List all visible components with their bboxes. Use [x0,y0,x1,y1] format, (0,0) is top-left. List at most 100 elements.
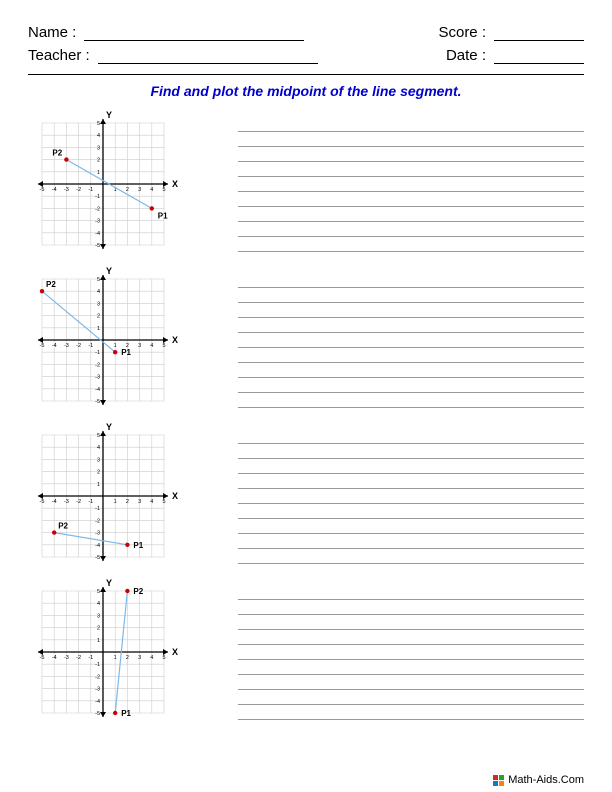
answer-line[interactable] [238,645,584,660]
problem-row: -5-5-4-4-3-3-2-2-1-11122334455XYP1P2 [28,265,584,415]
answer-line[interactable] [238,288,584,303]
svg-text:-3: -3 [95,531,100,537]
score-field: Score : [438,24,584,41]
svg-text:-5: -5 [95,399,100,405]
answer-line[interactable] [238,675,584,690]
answer-line[interactable] [238,519,584,534]
svg-text:-1: -1 [88,499,93,505]
answer-line[interactable] [238,147,584,162]
answer-line[interactable] [238,192,584,207]
svg-text:-4: -4 [52,343,57,349]
svg-text:-3: -3 [64,499,69,505]
problems-container: -5-5-4-4-3-3-2-2-1-11122334455XYP1P2-5-5… [28,109,584,727]
svg-text:-5: -5 [95,711,100,717]
score-input-line[interactable] [494,40,584,41]
answer-line[interactable] [238,273,584,288]
answer-line[interactable] [238,600,584,615]
svg-text:5: 5 [162,655,165,661]
svg-text:-2: -2 [95,362,100,368]
svg-text:2: 2 [126,655,129,661]
answer-line[interactable] [238,318,584,333]
answer-line[interactable] [238,378,584,393]
svg-text:2: 2 [97,314,100,320]
svg-text:X: X [172,335,178,345]
date-input-line[interactable] [494,63,584,64]
answer-line[interactable] [238,615,584,630]
answer-line[interactable] [238,690,584,705]
answer-line[interactable] [238,429,584,444]
answer-line[interactable] [238,459,584,474]
answer-line[interactable] [238,489,584,504]
answer-line[interactable] [238,303,584,318]
coordinate-graph: -5-5-4-4-3-3-2-2-1-11122334455XYP1P2 [28,109,178,259]
answer-line[interactable] [238,585,584,600]
svg-text:P1: P1 [133,541,143,550]
name-label: Name : [28,24,76,41]
svg-text:P1: P1 [121,709,131,718]
coordinate-graph: -5-5-4-4-3-3-2-2-1-11122334455XYP1P2 [28,577,178,727]
name-input-line[interactable] [84,40,304,41]
answer-line[interactable] [238,534,584,549]
svg-text:P2: P2 [58,522,68,531]
svg-text:5: 5 [97,121,100,127]
answer-line[interactable] [238,237,584,252]
answer-line[interactable] [238,474,584,489]
svg-text:-1: -1 [95,194,100,200]
footer-text: Math-Aids.Com [508,774,584,786]
svg-text:2: 2 [126,187,129,193]
svg-text:-2: -2 [95,674,100,680]
date-field: Date : [446,47,584,64]
svg-text:4: 4 [97,601,100,607]
answer-line[interactable] [238,705,584,720]
answer-line[interactable] [238,444,584,459]
answer-line[interactable] [238,333,584,348]
svg-text:2: 2 [97,626,100,632]
answer-line[interactable] [238,117,584,132]
answer-line[interactable] [238,177,584,192]
svg-text:5: 5 [97,277,100,283]
answer-lines [238,577,584,720]
svg-text:3: 3 [138,343,141,349]
svg-text:1: 1 [97,638,100,644]
svg-text:1: 1 [114,343,117,349]
coordinate-graph: -5-5-4-4-3-3-2-2-1-11122334455XYP1P2 [28,421,178,571]
answer-line[interactable] [238,222,584,237]
answer-line[interactable] [238,162,584,177]
svg-text:4: 4 [97,133,100,139]
svg-text:-3: -3 [95,687,100,693]
svg-text:-5: -5 [40,343,45,349]
svg-text:X: X [172,491,178,501]
teacher-input-line[interactable] [98,63,318,64]
svg-text:3: 3 [138,499,141,505]
answer-line[interactable] [238,549,584,564]
header-divider [28,74,584,75]
svg-text:-2: -2 [76,187,81,193]
svg-text:-2: -2 [76,499,81,505]
svg-text:1: 1 [114,655,117,661]
svg-text:-1: -1 [95,506,100,512]
svg-text:P1: P1 [158,211,168,220]
answer-line[interactable] [238,393,584,408]
svg-text:-5: -5 [40,655,45,661]
svg-text:X: X [172,647,178,657]
answer-line[interactable] [238,132,584,147]
svg-text:Y: Y [106,578,112,588]
answer-line[interactable] [238,630,584,645]
svg-text:5: 5 [162,187,165,193]
svg-text:3: 3 [97,145,100,151]
svg-text:-2: -2 [76,655,81,661]
answer-lines [238,109,584,252]
problem-row: -5-5-4-4-3-3-2-2-1-11122334455XYP1P2 [28,109,584,259]
answer-line[interactable] [238,660,584,675]
svg-text:-3: -3 [64,187,69,193]
svg-text:P2: P2 [46,280,56,289]
svg-text:P2: P2 [52,149,62,158]
svg-text:P2: P2 [133,587,143,596]
answer-line[interactable] [238,504,584,519]
answer-line[interactable] [238,207,584,222]
answer-line[interactable] [238,363,584,378]
svg-text:3: 3 [97,613,100,619]
svg-text:-2: -2 [95,518,100,524]
answer-line[interactable] [238,348,584,363]
svg-text:3: 3 [138,655,141,661]
